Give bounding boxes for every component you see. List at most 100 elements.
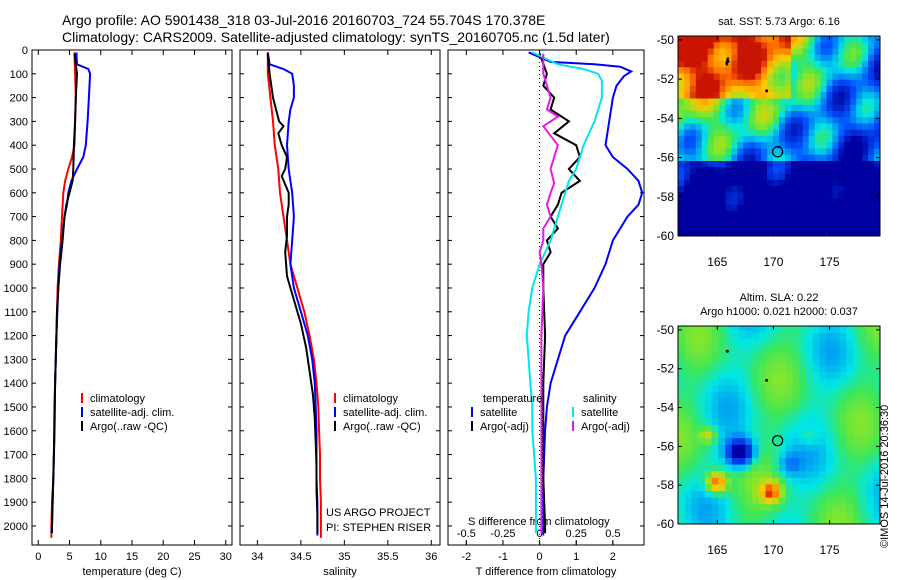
map-cell [718,464,726,472]
map-cell [862,111,869,118]
map-cell [678,471,686,479]
map-cell [779,345,787,353]
map-cell [808,179,816,187]
map-cell [812,438,820,446]
map-cell [719,92,726,99]
map-cell [862,104,869,112]
map-cell [695,204,703,212]
map-cell [846,378,854,386]
map-cell [868,86,875,93]
map-cell [814,179,821,187]
x-tick-label: 36 [425,551,437,563]
map-cell [779,211,786,218]
map-cell [868,179,875,187]
map-cell [873,339,881,347]
map-cell [868,223,875,231]
map-y-tick-label: -56 [657,439,675,453]
map-cell [814,79,821,87]
map-cell [731,104,738,112]
map-cell [796,48,804,56]
map-cell [698,352,706,360]
map-cell [799,378,807,386]
map-cell [713,211,720,218]
map-cell [683,36,691,43]
map-cell [725,464,733,472]
map-cell [802,217,810,224]
map-cell [731,497,739,505]
map-cell [802,229,810,237]
map-cell [819,332,827,340]
map-cell [846,359,854,366]
map-cell [745,411,753,419]
map-cell [761,111,768,118]
map-cell [758,365,766,373]
map-cell [731,517,739,525]
map-cell [846,431,854,439]
map-cell [802,73,810,81]
map-cell [853,411,861,419]
map-cell [814,192,821,199]
map-cell [684,504,692,512]
map-cell [745,464,753,472]
map-cell [755,79,762,87]
map-cell [689,211,697,218]
map-cell [850,117,857,124]
map-cell [873,491,881,498]
map-cell [767,192,774,199]
map-cell [856,217,863,224]
map-cell [812,345,820,353]
map-cell [792,484,800,492]
map-cell [796,92,804,99]
map-cell [767,36,774,43]
x-tick-label: 5 [66,551,72,563]
map-cell [731,54,738,62]
map-cell [743,67,750,74]
map-cell [719,136,726,143]
map-cell [767,129,774,137]
map-cell [790,204,798,212]
map-cell [761,161,768,168]
map-cell [767,142,774,149]
map-cell [749,117,756,124]
map-cell [790,136,798,143]
map-cell [737,167,744,174]
map-cell [765,365,773,373]
map-cell [758,458,766,465]
map-cell [844,179,851,187]
map-cell [678,36,685,43]
map-cell [749,161,756,168]
map-cell [856,192,863,199]
map-cell [873,497,881,505]
map-cell [701,67,709,74]
map-cell [784,86,792,93]
map-cell [832,339,840,347]
map-cell [785,378,793,386]
map-cell [683,104,691,112]
map-cell [701,42,709,49]
map-cell [802,154,810,162]
map-cell [796,186,804,193]
map-cell [826,418,834,426]
map-cell [713,204,720,212]
map-cell [701,223,709,231]
map-cell [765,372,773,380]
map-cell [874,98,881,106]
map-cell [808,98,816,106]
map-cell [832,136,839,143]
map-cell [785,418,793,426]
map-cell [826,217,833,224]
map-cell [866,398,874,406]
map-cell [856,129,863,137]
map-cell [773,48,780,56]
map-cell [725,510,733,518]
map-cell [850,67,857,74]
map-cell [701,61,709,68]
map-cell [772,378,780,386]
map-cell [826,378,834,386]
map-cell [844,123,851,131]
map-cell [839,378,847,386]
map-cell [790,111,798,118]
map-cell [850,54,857,62]
map-cell [743,42,750,49]
map-cell [745,398,753,406]
